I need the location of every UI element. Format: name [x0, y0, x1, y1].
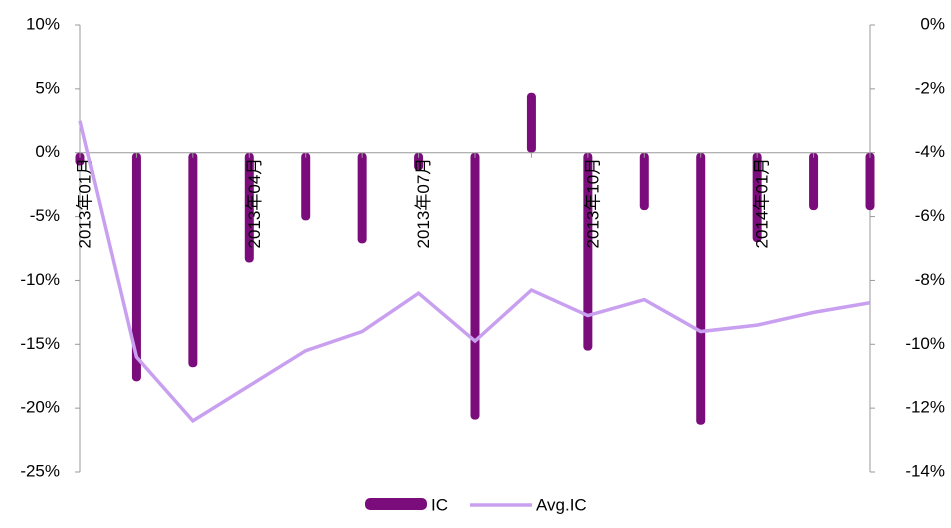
bar [244, 152, 254, 263]
y-tick-label: -20% [20, 398, 60, 417]
bar [301, 152, 311, 221]
x-tick-label: 2013年07月 [414, 158, 433, 249]
y2-tick-label: -8% [915, 270, 945, 289]
y-tick-label: -15% [20, 334, 60, 353]
bar [865, 152, 875, 211]
x-tick-label: 2013年10月 [583, 158, 602, 249]
bar [639, 152, 649, 211]
y2-tick-label: -4% [915, 142, 945, 161]
line [78, 120, 871, 424]
bar [809, 152, 819, 211]
y-tick-label: -25% [20, 461, 60, 480]
legend-label: Avg.IC [536, 495, 587, 514]
bar [414, 152, 424, 171]
y-tick-label: -10% [20, 270, 60, 289]
x-tick-label: 2013年01月 [75, 158, 94, 249]
y2-tick-label: -12% [905, 398, 945, 417]
bar [526, 92, 536, 153]
bar [583, 152, 593, 351]
legend-label: IC [431, 495, 448, 514]
y2-tick-label: 0% [920, 14, 945, 33]
y-tick-label: 0% [35, 142, 60, 161]
y-tick-label: -5% [30, 206, 60, 225]
bar [357, 152, 367, 244]
y-tick-label: 5% [35, 78, 60, 97]
y2-tick-label: -14% [905, 461, 945, 480]
y2-tick-label: -6% [915, 206, 945, 225]
legend-swatch [365, 498, 427, 510]
bar [188, 152, 198, 368]
y2-tick-label: -2% [915, 78, 945, 97]
y-tick-label: 10% [26, 14, 60, 33]
bar [131, 152, 141, 382]
y2-tick-label: -10% [905, 334, 945, 353]
bar [470, 152, 480, 420]
bar [752, 152, 762, 243]
bar [696, 152, 706, 425]
x-tick-label: 2014年01月 [753, 158, 772, 249]
x-tick-label: 2013年04月 [245, 158, 264, 249]
bar [75, 152, 85, 166]
